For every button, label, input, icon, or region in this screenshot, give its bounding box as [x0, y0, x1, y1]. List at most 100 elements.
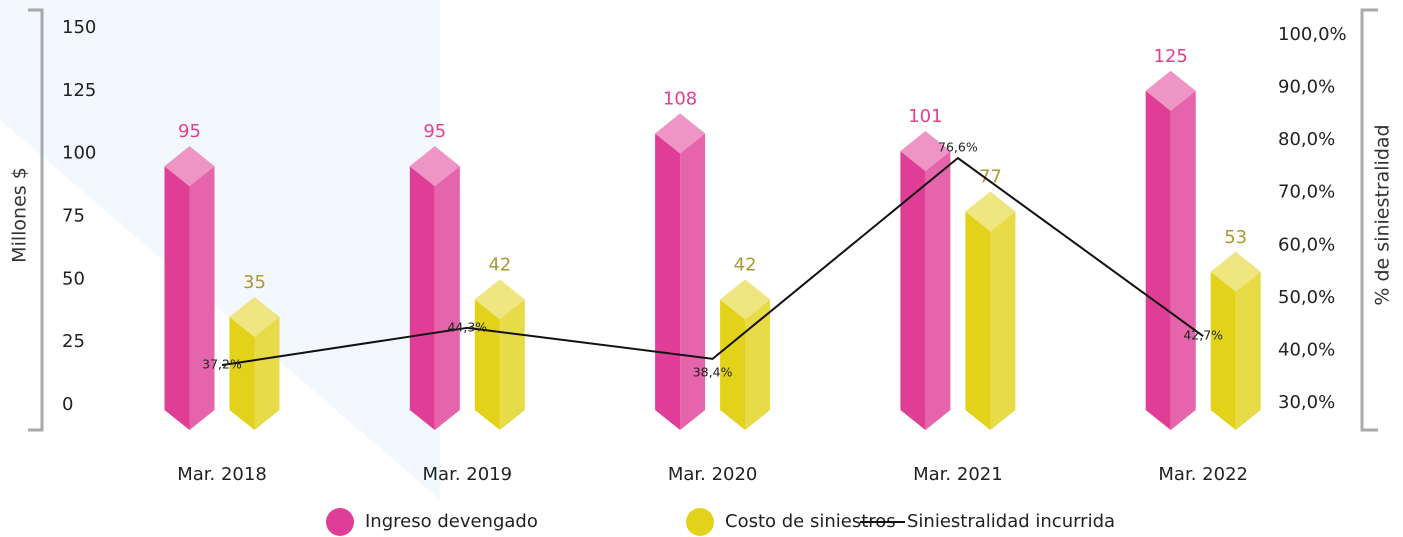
bar-right-shade	[434, 166, 460, 430]
bar-top	[965, 191, 1016, 232]
bar-top-shade	[900, 131, 951, 172]
bar-top-shade	[655, 113, 706, 154]
bar-top-shade	[229, 297, 280, 338]
bar-top-shade	[409, 146, 460, 187]
bar-right-face	[745, 299, 771, 430]
y2-tick-label: 60,0%	[1278, 234, 1335, 255]
y-tick-label: 150	[62, 17, 96, 38]
bar-top-shade	[720, 279, 771, 320]
x-tick-label: Mar. 2022	[1158, 464, 1248, 485]
value-label: 77	[979, 166, 1002, 187]
axis-bracket	[1360, 8, 1378, 432]
legend-label: Siniestralidad incurrida	[907, 511, 1115, 532]
bar-top	[1210, 251, 1261, 292]
bar	[164, 146, 215, 430]
y-tick-label: 75	[62, 206, 85, 227]
legend-swatch	[326, 508, 354, 536]
value-label: 42	[734, 254, 757, 275]
background-shape	[0, 0, 440, 500]
bar-right-shade	[745, 299, 771, 430]
x-tick-label: Mar. 2019	[423, 464, 513, 485]
bar-right-shade	[990, 211, 1016, 430]
x-tick-label: Mar. 2020	[668, 464, 758, 485]
bar-left-face	[409, 166, 435, 430]
bar-right-shade	[189, 166, 215, 430]
line-value-label: 37,2%	[202, 357, 242, 372]
bar-right-face	[1170, 90, 1196, 430]
y-tick-label: 125	[62, 80, 96, 101]
y-tick-label: 0	[62, 394, 73, 415]
y2-tick-label: 80,0%	[1278, 129, 1335, 150]
value-label: 95	[178, 121, 201, 142]
x-tick-label: Mar. 2021	[913, 464, 1003, 485]
y2-tick-label: 100,0%	[1278, 24, 1347, 45]
y2-tick-label: 30,0%	[1278, 392, 1335, 413]
value-label: 53	[1224, 227, 1247, 248]
y2-tick-label: 40,0%	[1278, 339, 1335, 360]
bar-top	[720, 279, 771, 320]
bar-right-face	[254, 317, 280, 430]
line	[221, 156, 1204, 367]
y-tick-label: 50	[62, 268, 85, 289]
legend-label: Costo de siniestros	[725, 511, 896, 532]
legend-swatch	[686, 508, 714, 536]
bar	[229, 297, 280, 430]
bar-left-face	[164, 166, 190, 430]
bar	[965, 191, 1016, 430]
bar	[409, 146, 460, 430]
bar-right-shade	[1235, 271, 1261, 430]
value-label: 101	[908, 106, 942, 127]
y-tick-label: 25	[62, 331, 85, 352]
value-label: 125	[1154, 46, 1188, 67]
line-value-label: 42,7%	[1183, 328, 1223, 343]
bar-left-face	[965, 211, 991, 430]
background-shape	[0, 120, 440, 537]
y2-tick-label: 50,0%	[1278, 287, 1335, 308]
bar-top-shade	[474, 279, 525, 320]
bar-left-face	[1210, 271, 1236, 430]
bar-left-face	[229, 317, 255, 430]
bar	[1145, 70, 1196, 430]
x-tick-label: Mar. 2018	[177, 464, 267, 485]
bar	[900, 131, 951, 431]
bar-right-shade	[1170, 90, 1196, 430]
axis-bracket	[28, 8, 44, 432]
value-label: 108	[663, 89, 697, 110]
bar	[655, 113, 706, 430]
bar-top	[474, 279, 525, 320]
bar-right-face	[1235, 271, 1261, 430]
bar	[474, 279, 525, 430]
bar-right-shade	[680, 133, 706, 430]
line-value-label: 38,4%	[693, 364, 733, 379]
bar-top-shade	[965, 191, 1016, 232]
bar-right-face	[434, 166, 460, 430]
bar-top	[229, 297, 280, 338]
bar-top	[900, 131, 951, 172]
bar	[1210, 251, 1261, 430]
bar-top	[1145, 70, 1196, 111]
line-value-label: 44,3%	[447, 319, 487, 334]
bar-right-face	[990, 211, 1016, 430]
bar-top-shade	[164, 146, 215, 187]
y2-tick-label: 90,0%	[1278, 77, 1335, 98]
bar-right-shade	[925, 151, 951, 431]
bar-right-face	[925, 151, 951, 431]
bar-top	[655, 113, 706, 154]
line-value-label: 76,6%	[938, 140, 978, 155]
value-label: 35	[243, 272, 266, 293]
bar-left-face	[720, 299, 746, 430]
value-label: 95	[423, 121, 446, 142]
value-label: 42	[488, 254, 511, 275]
bar-left-face	[655, 133, 681, 430]
bar	[720, 279, 771, 430]
bar-left-face	[900, 151, 926, 431]
legend-label: Ingreso devengado	[365, 511, 538, 532]
y2-tick-label: 70,0%	[1278, 182, 1335, 203]
y-tick-label: 100	[62, 143, 96, 164]
bar-top-shade	[1210, 251, 1261, 292]
bar-top	[164, 146, 215, 187]
bar-top	[409, 146, 460, 187]
bar-top-shade	[1145, 70, 1196, 111]
bar-right-shade	[499, 299, 525, 430]
